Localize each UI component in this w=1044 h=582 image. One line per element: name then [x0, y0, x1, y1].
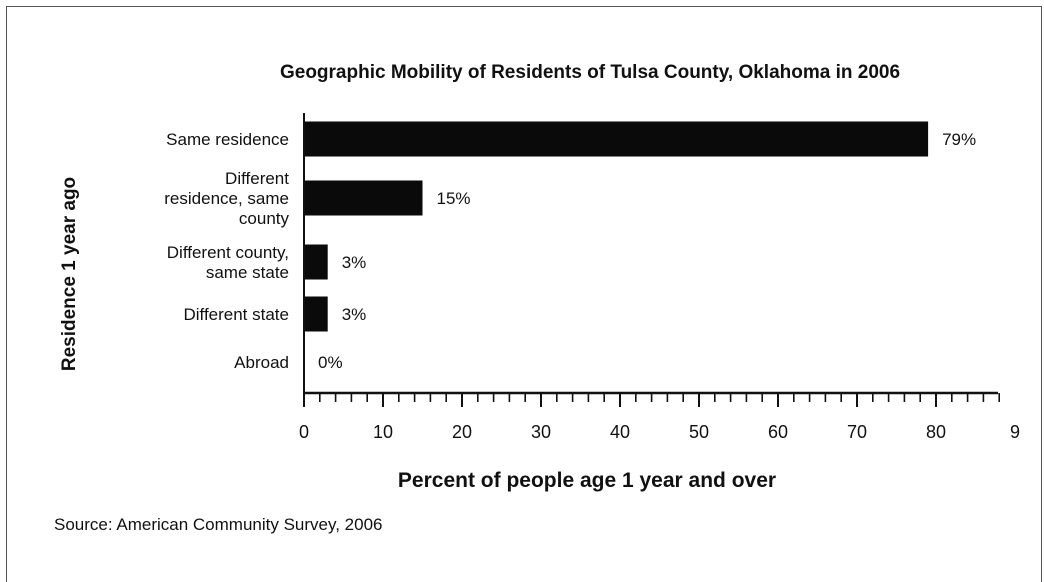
- x-tick-label: 0: [299, 422, 309, 442]
- x-tick-label: 10: [373, 422, 393, 442]
- category-label: Different residence, same county: [164, 169, 289, 228]
- bar: [304, 180, 423, 216]
- category-label: Different county, same state: [167, 243, 289, 282]
- data-label: 15%: [437, 189, 471, 208]
- x-tick-label: 60: [768, 422, 788, 442]
- category-label: Abroad: [234, 353, 289, 372]
- data-label: 79%: [942, 130, 976, 149]
- source-note: Source: American Community Survey, 2006: [54, 515, 383, 534]
- x-tick-label: 9: [1010, 422, 1020, 442]
- y-axis-title: Residence 1 year ago: [59, 177, 80, 371]
- category-label: Same residence: [166, 130, 289, 149]
- data-label: 3%: [342, 305, 367, 324]
- x-tick-label: 50: [689, 422, 709, 442]
- chart-title: Geographic Mobility of Residents of Tuls…: [280, 62, 900, 83]
- x-tick-label: 20: [452, 422, 472, 442]
- x-tick-label: 40: [610, 422, 630, 442]
- bar: [304, 244, 328, 280]
- bars-layer: [304, 121, 929, 332]
- category-label: Different state: [183, 305, 289, 324]
- data-labels: 79% 15% 3% 3% 0%: [318, 130, 976, 372]
- x-tick-label: 70: [847, 422, 867, 442]
- x-tick-label: 30: [531, 422, 551, 442]
- data-label: 0%: [318, 353, 343, 372]
- chart-frame: [6, 6, 1042, 582]
- category-labels: Same residence Different residence, same co…: [164, 130, 289, 372]
- x-axis-title: Percent of people age 1 year and over: [398, 469, 776, 492]
- x-tick-label: 80: [926, 422, 946, 442]
- bar: [304, 296, 328, 332]
- bar: [304, 121, 929, 157]
- data-label: 3%: [342, 253, 367, 272]
- x-axis: 0 10 20 30 40 50 60 70 80 9: [299, 113, 1020, 442]
